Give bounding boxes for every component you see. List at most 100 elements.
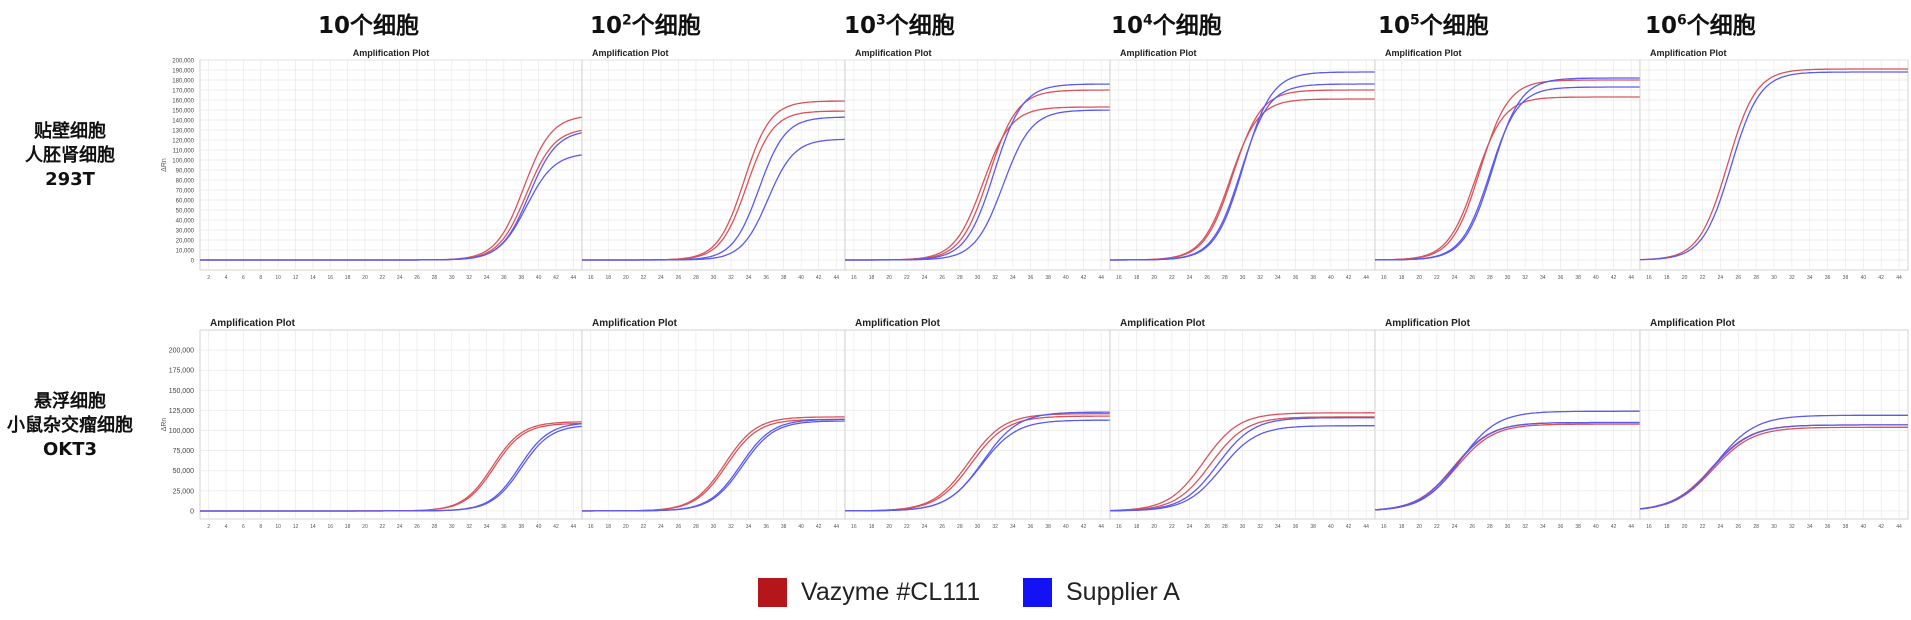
x-tick-label: 24: [922, 524, 928, 530]
column-header-10e4-cells: 104个细胞: [1111, 6, 1222, 40]
x-tick-label: 10: [275, 524, 281, 530]
col-header-base: 10: [844, 13, 877, 39]
column-header-10e5-cells: 105个细胞: [1378, 6, 1489, 40]
x-tick-label: 30: [449, 524, 455, 530]
x-tick-label: 42: [1611, 275, 1617, 281]
x-tick-label: 24: [1718, 275, 1724, 281]
y-tick-label: 30,000: [176, 229, 195, 235]
y-tick-label: 150,000: [172, 109, 194, 115]
x-tick-label: 30: [711, 275, 717, 281]
x-tick-label: 16: [1116, 275, 1122, 281]
panel-title: Amplification Plot: [592, 48, 669, 58]
x-tick-label: 34: [1010, 275, 1016, 281]
x-tick-label: 34: [1807, 275, 1813, 281]
x-tick-label: 42: [1878, 524, 1884, 530]
amplification-plot-panel: 16 18 20 22 24 26 28 30 32 34 36 38 40 42 44 Amplificat…: [1374, 318, 1641, 530]
x-tick-label: 40: [1593, 524, 1599, 530]
x-tick-label: 40: [1861, 524, 1867, 530]
x-tick-label: 38: [1310, 275, 1316, 281]
x-tick-label: 40: [1328, 275, 1334, 281]
x-tick-label: 40: [536, 275, 542, 281]
plot-frame: [199, 59, 583, 271]
x-tick-label: 2: [207, 275, 210, 281]
x-tick-label: 6: [242, 524, 245, 530]
panel-title: Amplification Plot: [1385, 318, 1471, 329]
supplier-a-curve: [845, 109, 1110, 261]
y-axis-label: ΔRn: [161, 158, 168, 172]
x-tick-label: 26: [414, 275, 420, 281]
x-tick-label: 38: [781, 524, 787, 530]
x-tick-label: 22: [1434, 524, 1440, 530]
amplification-plot-panel: 16 18 20 22 24 26 28 30 32 34 36 38 40 42 44 Amplificat…: [1109, 318, 1376, 530]
supplier-a-curve: [1374, 410, 1640, 511]
x-tick-label: 40: [798, 275, 804, 281]
supplier-a-curve: [1374, 421, 1640, 511]
x-tick-label: 44: [571, 275, 577, 281]
vazyme-curve: [1639, 68, 1908, 261]
y-tick-label: 0: [190, 508, 194, 515]
x-tick-label: 44: [1098, 524, 1104, 530]
col-header-base: 10: [590, 13, 623, 39]
x-tick-label: 42: [816, 275, 822, 281]
panel-title: Amplification Plot: [855, 318, 941, 329]
x-tick-label: 38: [1310, 524, 1316, 530]
x-tick-label: 22: [380, 275, 386, 281]
x-tick-label: 16: [1381, 275, 1387, 281]
x-tick-label: 36: [763, 275, 769, 281]
panel-title: Amplification Plot: [1385, 48, 1462, 58]
x-tick-label: 22: [1700, 524, 1706, 530]
panel-title: Amplification Plot: [1650, 48, 1727, 58]
x-tick-label: 40: [1861, 275, 1867, 281]
x-tick-label: 30: [1505, 275, 1511, 281]
y-tick-label: 80,000: [176, 179, 195, 185]
legend-label-vazyme: Vazyme #CL111: [801, 578, 981, 606]
x-tick-label: 12: [293, 524, 299, 530]
amplification-plot-panel: 16 18 20 22 24 26 28 30 32 34 36 38 40 42 44 Amplificat…: [1639, 318, 1909, 530]
x-tick-label: 42: [1611, 524, 1617, 530]
x-tick-label: 18: [869, 275, 875, 281]
x-tick-label: 40: [536, 524, 542, 530]
x-tick-label: 36: [1825, 524, 1831, 530]
x-tick-label: 32: [1257, 275, 1263, 281]
x-tick-label: 30: [975, 524, 981, 530]
y-tick-label: 60,000: [176, 199, 195, 205]
x-tick-label: 16: [327, 524, 333, 530]
x-tick-label: 42: [1878, 275, 1884, 281]
x-tick-label: 18: [1134, 275, 1140, 281]
x-tick-label: 24: [1187, 275, 1193, 281]
x-tick-label: 20: [1151, 524, 1157, 530]
y-tick-label: 130,000: [172, 129, 194, 135]
col-header-exponent: 5: [1410, 12, 1420, 29]
y-tick-label: 25,000: [173, 488, 195, 495]
x-tick-label: 38: [1575, 524, 1581, 530]
amplification-plot-panel: 2 4 6 8 10 12 14 16 18 20 22 24 26 28 30 32 34 36 38 40 42 44…: [199, 318, 583, 530]
amplification-plot-panel: 16 18 20 22 24 26 28 30 32 34 36 38 40 42 44 Amplificat…: [844, 48, 1111, 281]
plot-frame: [199, 329, 583, 520]
y-tick-label: 75,000: [173, 448, 195, 455]
supplier-a-curve: [200, 425, 583, 512]
x-tick-label: 18: [606, 275, 612, 281]
y-tick-label: 0: [191, 259, 195, 265]
x-tick-label: 22: [904, 524, 910, 530]
y-tick-label: 175,000: [169, 368, 194, 375]
x-tick-label: 38: [1045, 275, 1051, 281]
column-header-10e6-cells: 106个细胞: [1645, 6, 1756, 40]
x-tick-label: 44: [833, 524, 839, 530]
x-tick-label: 34: [1807, 524, 1813, 530]
column-header-10e3-cells: 103个细胞: [844, 6, 955, 40]
x-tick-label: 20: [623, 275, 629, 281]
x-tick-label: 40: [798, 524, 804, 530]
y-tick-label: 100,000: [172, 159, 194, 165]
x-tick-label: 20: [1151, 275, 1157, 281]
x-tick-label: 18: [1399, 275, 1405, 281]
x-tick-label: 16: [588, 524, 594, 530]
x-tick-label: 20: [886, 524, 892, 530]
x-tick-label: 32: [728, 275, 734, 281]
x-tick-label: 20: [886, 275, 892, 281]
x-tick-label: 30: [975, 275, 981, 281]
y-tick-label: 10,000: [176, 249, 195, 255]
x-tick-label: 20: [1416, 524, 1422, 530]
x-tick-label: 10: [275, 275, 281, 281]
x-tick-label: 32: [992, 275, 998, 281]
